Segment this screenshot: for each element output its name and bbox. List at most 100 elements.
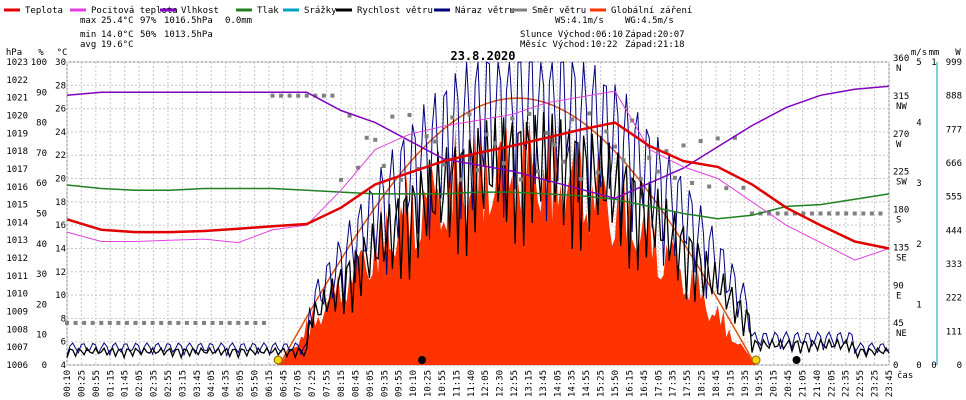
wind-direction-point	[681, 143, 686, 148]
x-tick-label: 08:15	[337, 370, 347, 397]
wind-direction-point	[244, 320, 249, 325]
x-tick-label: 02:05	[135, 370, 145, 397]
axis-percent-tick: 0	[42, 361, 47, 371]
axis-rain-tick: 1	[931, 58, 936, 68]
axis-hpa-tick: 1011	[6, 272, 28, 282]
stat-max-hum: 97%	[140, 16, 157, 26]
wind-direction-point	[818, 211, 823, 216]
x-tick-label: 12:30	[496, 370, 506, 397]
wind-direction-point	[835, 211, 840, 216]
x-tick-label: 12:55	[510, 370, 520, 397]
x-tick-label: 09:05	[366, 370, 376, 397]
axis-wind-tick: 4	[916, 119, 921, 129]
wind-direction-point	[604, 129, 609, 134]
axis-direction-tick: 135	[893, 243, 909, 253]
x-tick-label: 08:45	[351, 370, 361, 397]
wind-direction-point	[784, 211, 789, 216]
stat-max-temp: 25.4°C	[101, 16, 134, 26]
x-tick-label: 18:45	[712, 370, 722, 397]
wind-direction-point	[690, 180, 695, 185]
axis-hpa-tick: 1023	[6, 58, 28, 68]
wind-direction-point	[724, 186, 729, 191]
axis-hpa-tick: 1017	[6, 165, 28, 175]
axis-celsius-tick: 6	[61, 338, 66, 348]
x-tick-label: 17:55	[683, 370, 693, 397]
wind-direction-point	[801, 211, 806, 216]
wind-direction-point	[450, 115, 455, 120]
wind-direction-point	[107, 320, 112, 325]
wind-direction-point	[510, 116, 515, 121]
wind-direction-point	[732, 135, 737, 140]
axis-hpa-tick: 1010	[6, 290, 28, 300]
x-tick-label: 03:15	[178, 370, 188, 397]
moonset-marker	[792, 356, 801, 364]
wind-direction-point	[518, 177, 523, 182]
wind-direction-point	[176, 320, 181, 325]
x-tick-label: 16:15	[625, 370, 635, 397]
axis-direction-tick-dir: E	[896, 291, 901, 301]
wind-direction-point	[202, 320, 206, 325]
x-tick-label: 19:15	[726, 370, 736, 397]
axis-celsius-tick: 14	[55, 244, 66, 254]
info-ws: WS:4.1m/s	[555, 16, 604, 26]
wind-direction-point	[133, 320, 138, 325]
axis-celsius-tick: 20	[55, 175, 66, 185]
stat-min-label: min	[80, 30, 96, 40]
x-tick-label: 05:05	[236, 370, 246, 397]
wind-direction-point	[193, 320, 198, 325]
x-tick-label: 04:05	[207, 370, 217, 397]
legend-label-radiation: Globální záření	[611, 6, 692, 16]
sunrise-marker	[273, 355, 283, 365]
axis-radiation-tick: 555	[946, 193, 962, 203]
wind-direction-point	[647, 155, 652, 160]
wind-direction-point	[570, 117, 575, 122]
wind-direction-point	[321, 93, 326, 98]
wind-direction-point	[441, 162, 446, 167]
wind-direction-point	[698, 139, 703, 144]
axis-percent-tick: 70	[36, 149, 47, 159]
x-tick-label: 07:55	[323, 370, 333, 397]
wind-direction-point	[73, 320, 78, 325]
axis-celsius-tick: 26	[55, 105, 66, 115]
wind-direction-point	[792, 211, 797, 216]
wind-direction-point	[227, 320, 232, 325]
wind-direction-point	[467, 112, 472, 117]
wind-direction-point	[184, 320, 189, 325]
x-tick-label: 15:25	[597, 370, 607, 397]
wind-direction-point	[878, 211, 883, 216]
x-tick-label: 05:50	[250, 370, 260, 397]
axis-direction-tick: 0	[893, 361, 898, 371]
axis-celsius-tick: 18	[55, 198, 66, 208]
x-tick-label: 03:45	[193, 370, 203, 397]
wind-direction-point	[150, 320, 155, 325]
wind-direction-point	[407, 112, 412, 117]
axis-percent-tick: 10	[36, 331, 47, 341]
axis-radiation-tick: 999	[946, 58, 962, 68]
wind-direction-point	[116, 320, 121, 325]
wind-direction-point	[159, 320, 164, 325]
wind-direction-point	[381, 164, 386, 169]
wind-speed-line	[66, 111, 890, 360]
axis-percent-tick: 80	[36, 119, 47, 129]
axis-direction-tick-dir: NE	[896, 329, 907, 339]
axis-wind-tick: 0	[916, 361, 921, 371]
wind-direction-point	[578, 177, 583, 182]
wind-direction-point	[561, 159, 566, 164]
axis-hpa-tick: 1016	[6, 183, 28, 193]
info-sunset: Západ:20:07	[625, 30, 685, 40]
wind-direction-point	[210, 320, 215, 325]
axis-direction-tick-dir: SE	[896, 253, 907, 263]
wind-direction-point	[613, 144, 617, 149]
wind-direction-point	[672, 175, 677, 180]
x-tick-label: 23:25	[871, 370, 881, 397]
axis-radiation-tick: 222	[946, 294, 962, 304]
plot-area	[65, 61, 890, 366]
x-tick-label: 22:05	[827, 370, 837, 397]
x-tick-label: 17:35	[669, 370, 679, 397]
wind-direction-point	[553, 142, 558, 147]
wind-direction-point	[493, 141, 498, 146]
axis-hpa-tick: 1021	[6, 94, 28, 104]
axis-rain-tick: 0	[931, 361, 936, 371]
wind-direction-point	[364, 135, 369, 140]
